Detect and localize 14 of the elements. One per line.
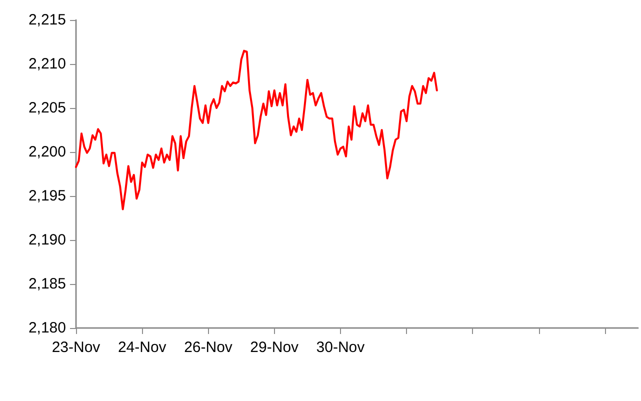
y-tick-label: 2,205	[28, 100, 66, 116]
y-tick-label: 2,180	[28, 320, 66, 336]
y-tick-label: 2,210	[28, 56, 66, 72]
y-tick-label: 2,215	[28, 12, 66, 28]
x-tick-label: 23-Nov	[52, 339, 101, 356]
x-tick-label: 26-Nov	[184, 339, 233, 356]
x-tick-label: 29-Nov	[250, 339, 300, 356]
y-tick-label: 2,200	[28, 144, 66, 160]
y-tick-label: 2,190	[28, 232, 66, 248]
x-tick-label: 24-Nov	[118, 339, 167, 356]
line-series	[75, 50, 438, 210]
x-tick-label: 30-Nov	[316, 339, 366, 356]
y-tick-label: 2,185	[28, 276, 66, 292]
y-tick-label: 2,195	[28, 188, 66, 204]
